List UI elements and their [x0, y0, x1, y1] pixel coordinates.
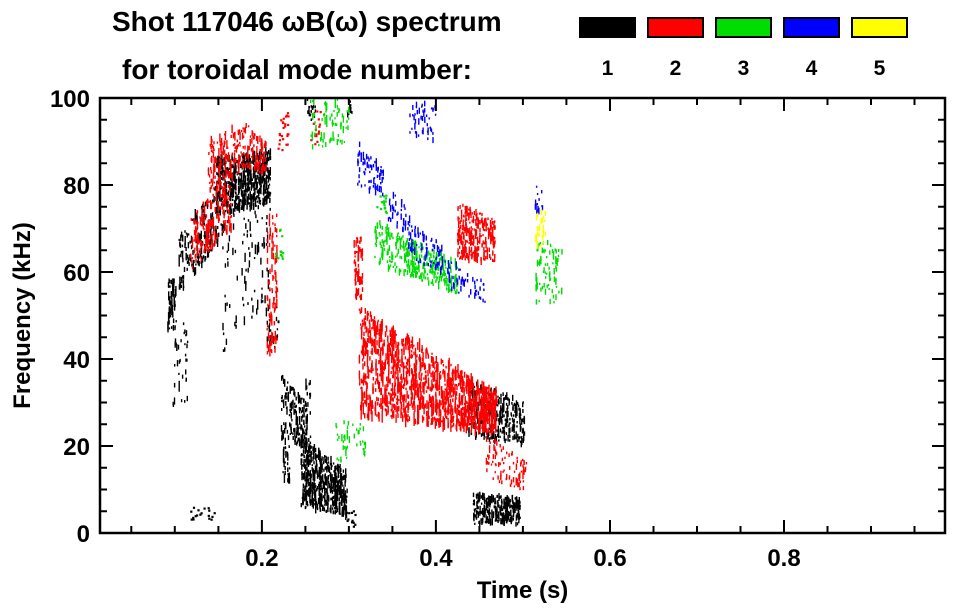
x-tick-label: 0.2 — [245, 545, 278, 572]
legend-label-mode1: 1 — [601, 57, 614, 80]
y-tick-label: 60 — [63, 260, 90, 287]
legend-swatch-mode1 — [579, 17, 636, 38]
legend-swatch-mode3 — [715, 17, 772, 38]
y-tick-label: 80 — [63, 173, 90, 200]
axis-ticks — [100, 97, 945, 534]
scatter-series-n4 — [357, 100, 544, 303]
y-axis-title: Frequency (kHz) — [9, 222, 36, 409]
legend-label-mode5: 5 — [873, 57, 886, 80]
scatter-series-n5 — [534, 209, 547, 249]
legend-label-mode3: 3 — [737, 57, 750, 80]
legend-label-mode2: 2 — [669, 57, 682, 80]
legend-swatch-mode4 — [783, 17, 840, 38]
x-axis-title: Time (s) — [477, 577, 569, 604]
legend-swatch-mode2 — [647, 17, 704, 38]
y-tick-label: 20 — [63, 434, 90, 461]
x-tick-label: 0.8 — [767, 545, 800, 572]
x-tick-label: 0.6 — [593, 545, 626, 572]
legend-labels: 1 2 3 4 5 — [579, 57, 919, 81]
y-tick-label: 0 — [77, 521, 90, 548]
scatter-series-n2 — [190, 110, 528, 491]
chart-subtitle: for toroidal mode number: — [122, 54, 472, 85]
y-tick-label: 100 — [50, 86, 90, 113]
legend-label-mode4: 4 — [805, 57, 818, 80]
legend-swatch-mode5 — [851, 17, 908, 38]
legend — [579, 17, 908, 38]
chart-title: Shot 117046 ωB(ω) spectrum — [112, 6, 502, 37]
plot-frame — [98, 96, 947, 535]
y-tick-label: 40 — [63, 347, 90, 374]
x-tick-label: 0.4 — [419, 545, 453, 572]
